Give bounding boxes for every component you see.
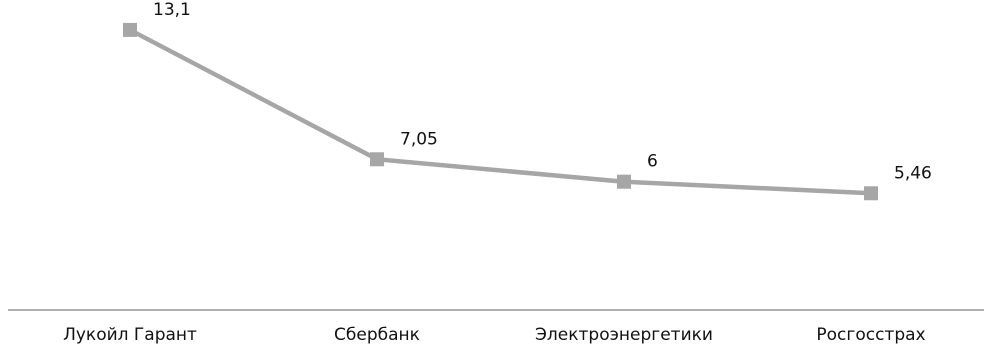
series-layer bbox=[123, 22, 878, 201]
x-tick-label-layer: Лукойл Гарант Сбербанк Электроэнергетики Ро… bbox=[63, 325, 926, 345]
series-line bbox=[128, 27, 872, 196]
data-point-marker bbox=[370, 152, 384, 167]
x-tick-label: Лукойл Гарант bbox=[63, 325, 197, 345]
data-label: 13,1 bbox=[153, 0, 191, 20]
x-tick-label: Электроэнергетики bbox=[535, 325, 713, 345]
data-label: 6 bbox=[647, 152, 658, 172]
data-label: 7,05 bbox=[400, 129, 438, 149]
data-label-layer: 13,1 7,05 6 5,46 bbox=[153, 0, 932, 183]
x-tick-label: Сбербанк bbox=[334, 325, 420, 345]
data-point-marker bbox=[123, 22, 137, 37]
data-label: 5,46 bbox=[894, 163, 932, 183]
data-point-marker bbox=[864, 186, 878, 201]
x-tick-label: Росгосстрах bbox=[816, 325, 925, 345]
data-point-marker bbox=[617, 174, 631, 189]
